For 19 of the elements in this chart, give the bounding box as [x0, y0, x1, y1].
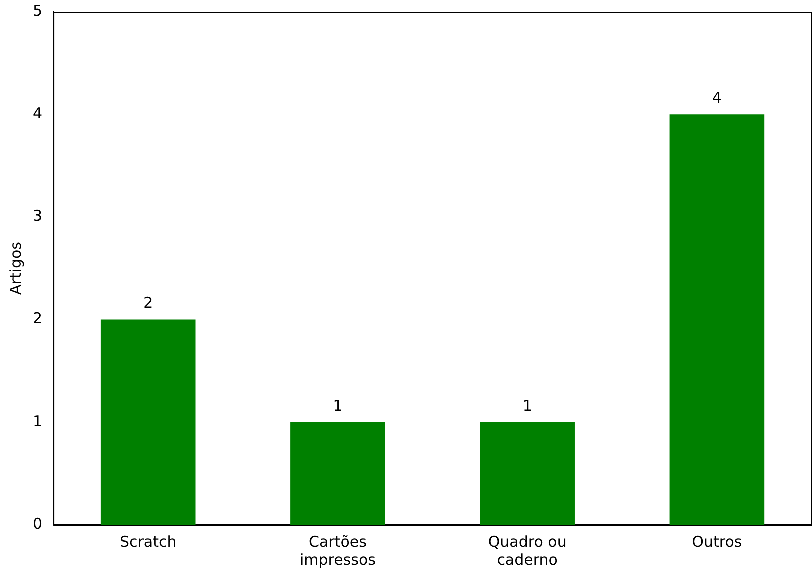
data-label: 1	[522, 396, 532, 415]
y-tick-label: 1	[32, 412, 43, 430]
bar	[480, 422, 575, 525]
x-tick-label: Scratch	[120, 532, 177, 551]
y-tick-label: 5	[32, 2, 43, 20]
bar	[290, 422, 386, 525]
x-tick-label: Quadro ou caderno	[488, 532, 567, 569]
bar	[670, 114, 765, 525]
y-tick-label: 3	[32, 207, 43, 226]
x-tick-label: Outros	[692, 532, 742, 551]
data-label: 1	[333, 396, 343, 415]
y-tick-label: 4	[32, 104, 43, 122]
y-tick-label: 2	[32, 310, 43, 328]
data-label: 4	[712, 88, 722, 107]
bar	[100, 320, 196, 525]
data-label: 2	[144, 294, 154, 312]
y-axis-title: Artigos	[6, 242, 25, 295]
y-tick-label: 0	[32, 514, 43, 533]
x-tick-label: Cartões impressos	[300, 532, 376, 569]
